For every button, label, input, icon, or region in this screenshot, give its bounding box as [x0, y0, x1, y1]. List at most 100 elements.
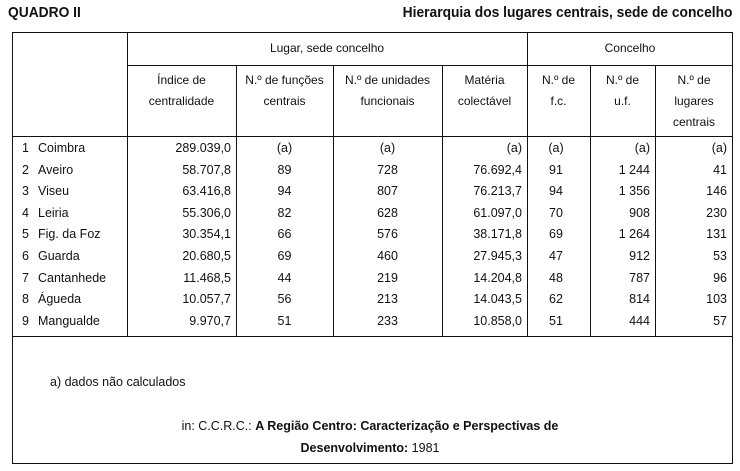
source-line-1: in: C.C.R.C.: A Região Centro: Caracteri…: [0, 419, 740, 433]
cell-fc: 91: [549, 162, 563, 177]
column-header: N.º de: [605, 73, 640, 87]
cell-funcoes: 66: [277, 227, 292, 242]
cell-lugares: 96: [713, 270, 727, 285]
cell-materia: 76.692,4: [473, 162, 522, 177]
row-rank: 8: [22, 292, 29, 307]
cell-funcoes: 44: [277, 270, 292, 285]
row-place: Mangualde: [38, 313, 100, 328]
cell-fc: 47: [549, 249, 563, 263]
row-place: Cantanhede: [38, 270, 107, 285]
row-place: Viseu: [38, 184, 70, 199]
table-number: QUADRO II: [8, 4, 81, 21]
cell-uf: 912: [629, 249, 650, 263]
cell-materia: (a): [506, 141, 522, 155]
row-rank: 7: [22, 270, 29, 285]
cell-unidades: 728: [377, 162, 398, 177]
cell-lugares: 57: [713, 313, 727, 328]
column-header: u.f.: [614, 94, 631, 108]
cell-indice: 10.057,7: [182, 292, 231, 307]
column-header: f.c.: [550, 94, 567, 108]
cell-unidades: 233: [377, 313, 398, 328]
row-place: Águeda: [38, 292, 82, 307]
row-rank: 9: [22, 313, 29, 328]
cell-uf: 1 264: [618, 227, 650, 242]
row-place: Leiria: [38, 205, 69, 220]
cell-materia: 38.171,8: [473, 227, 522, 242]
cell-fc: 70: [549, 205, 563, 220]
column-header: Matéria: [464, 73, 505, 87]
row-rank: 4: [22, 205, 29, 220]
cell-indice: 55.306,0: [182, 205, 231, 220]
cell-funcoes: 89: [277, 162, 292, 177]
cell-indice: 58.707,8: [182, 162, 231, 177]
cell-fc: 62: [549, 292, 563, 307]
cell-unidades: (a): [379, 141, 396, 155]
row-rank: 1: [22, 141, 29, 155]
cell-materia: 14.043,5: [473, 292, 522, 307]
column-header: centrais: [672, 115, 716, 129]
divider: [12, 336, 733, 337]
cell-uf: 1 244: [618, 162, 650, 177]
row-place: Fig. da Foz: [38, 227, 101, 242]
cell-funcoes: 56: [277, 292, 292, 307]
source-year: 1981: [411, 441, 440, 455]
divider: [527, 32, 528, 336]
cell-funcoes: 94: [277, 184, 292, 199]
column-header: lugares: [674, 94, 714, 108]
cell-unidades: 807: [377, 184, 398, 199]
cell-uf: 814: [629, 292, 650, 307]
table-title: Hierarquia dos lugares centrais, sede de…: [402, 4, 732, 21]
cell-lugares: (a): [711, 141, 727, 155]
cell-fc: 48: [549, 270, 563, 285]
footnote: a) dados não calculados: [50, 375, 186, 389]
cell-lugares: 53: [713, 249, 727, 263]
row-rank: 6: [22, 249, 29, 263]
cell-indice: 30.354,1: [182, 227, 231, 242]
cell-unidades: 460: [377, 249, 398, 263]
column-header: N.º de unidades: [344, 73, 431, 87]
cell-fc: 94: [549, 184, 563, 199]
divider: [590, 65, 591, 336]
divider: [127, 65, 733, 66]
cell-materia: 76.213,7: [473, 184, 522, 199]
cell-lugares: 103: [706, 292, 727, 307]
cell-fc: (a): [548, 141, 564, 155]
column-header: N.º de: [541, 73, 576, 87]
row-rank: 2: [22, 162, 29, 177]
cell-fc: 51: [549, 313, 563, 328]
cell-indice: 63.416,8: [182, 184, 231, 199]
cell-unidades: 219: [377, 270, 398, 285]
row-rank: 5: [22, 227, 29, 242]
divider: [12, 136, 733, 137]
cell-unidades: 213: [377, 292, 398, 307]
divider: [127, 32, 128, 336]
cell-materia: 14.204,8: [473, 270, 522, 285]
source-prefix: in: C.C.R.C.:: [181, 419, 256, 433]
cell-funcoes: 69: [277, 249, 292, 263]
cell-uf: 1 356: [618, 184, 650, 199]
column-header: Índice de: [157, 73, 206, 87]
cell-lugares: 131: [706, 227, 727, 242]
cell-funcoes: (a): [276, 141, 293, 155]
row-place: Coimbra: [38, 141, 86, 155]
cell-indice: 9.970,7: [189, 313, 231, 328]
row-place: Guarda: [38, 249, 80, 263]
group-header-concelho: Concelho: [604, 41, 656, 55]
cell-uf: 908: [629, 205, 650, 220]
cell-unidades: 628: [377, 205, 398, 220]
cell-lugares: 230: [706, 205, 727, 220]
cell-indice: 289.039,0: [175, 141, 231, 155]
cell-uf: 444: [629, 313, 650, 328]
column-header: centrais: [263, 94, 306, 108]
cell-materia: 10.858,0: [473, 313, 522, 328]
column-header: N.º de: [677, 73, 711, 87]
cell-uf: (a): [634, 141, 650, 155]
cell-materia: 61.097,0: [473, 205, 522, 220]
column-header: centralidade: [148, 94, 215, 108]
source-title: A Região Centro: Caracterização e Perspe…: [255, 419, 559, 433]
source-line-2: Desenvolvimento: 1981: [0, 441, 740, 455]
cell-lugares: 41: [713, 162, 727, 177]
column-header: N.º de funções: [245, 73, 324, 87]
cell-materia: 27.945,3: [473, 249, 522, 263]
group-header-lugar: Lugar, sede concelho: [269, 41, 385, 55]
